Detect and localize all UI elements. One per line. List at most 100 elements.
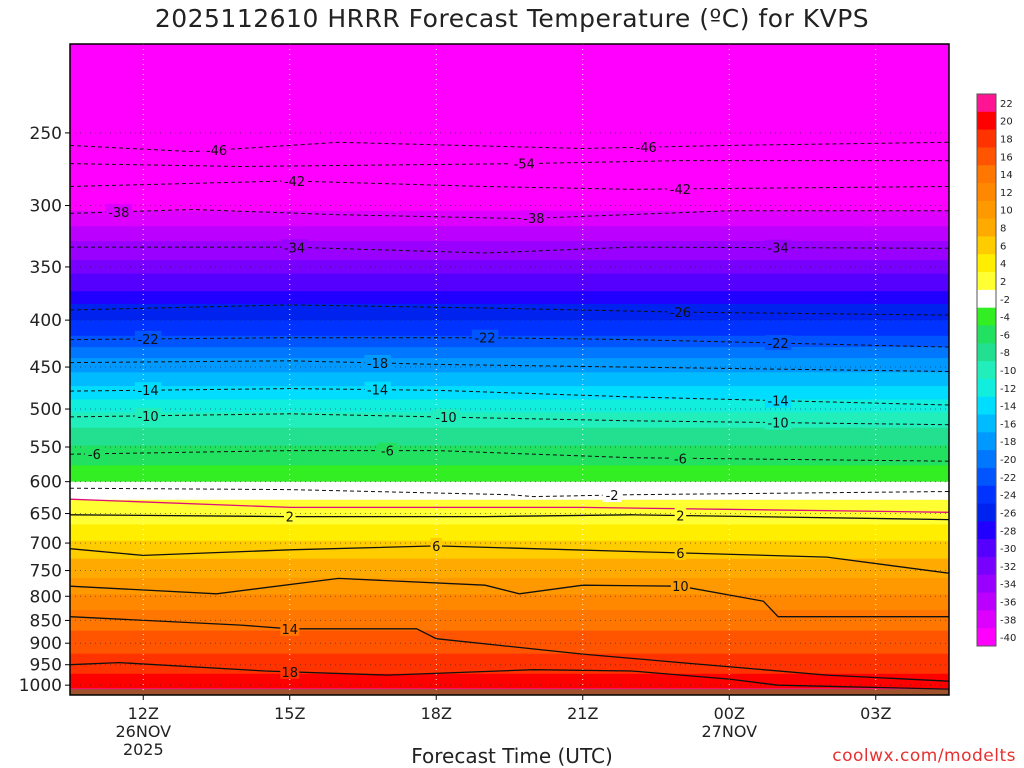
temperature-band	[70, 549, 949, 553]
temperature-band	[70, 494, 949, 498]
temperature-band	[70, 563, 949, 566]
isotherm-line	[70, 487, 949, 498]
colorbar-label: 4	[1000, 259, 1006, 270]
isotherm-label-bg	[364, 355, 391, 370]
isotherm-label-bg	[633, 139, 660, 155]
temperature-band	[70, 89, 949, 97]
temperature-band	[70, 350, 949, 356]
temperature-band	[70, 399, 949, 404]
colorbar-swatch	[977, 574, 996, 593]
y-tick-label: 750	[30, 562, 62, 582]
colorbar-swatch	[977, 236, 996, 255]
temperature-band	[70, 479, 949, 483]
freezing-isotherm-line	[70, 498, 949, 513]
temperature-band	[70, 623, 949, 626]
colorbar-label: -8	[1000, 348, 1010, 359]
colorbar-label: 8	[1000, 224, 1006, 235]
colorbar-label: -28	[1000, 526, 1016, 537]
temperature-band	[70, 368, 949, 373]
temperature-band	[70, 427, 949, 432]
isotherm-label-bg	[134, 330, 162, 346]
temperature-band	[70, 509, 949, 513]
colorbar-swatch	[977, 94, 996, 113]
isotherm-label-bg	[602, 487, 622, 503]
temperature-band	[70, 154, 949, 162]
temperature-band	[70, 462, 949, 466]
temperature-band	[70, 619, 949, 622]
temperature-band	[70, 166, 949, 173]
temperature-band	[70, 74, 949, 83]
colorbar-swatch	[977, 289, 996, 309]
temperature-band	[70, 160, 949, 168]
isotherm-labels: -54-46 -46-42-42-38 -38-34 -34-26-22 -22 -22-…	[84, 139, 792, 681]
colorbar-frame	[976, 93, 997, 647]
isotherm-label: -38	[108, 206, 129, 221]
temperature-band	[70, 502, 949, 506]
temperature-band	[70, 375, 949, 380]
isotherm-label: 6	[676, 547, 684, 562]
colorbar-label: -40	[1000, 633, 1016, 644]
isotherm-label: -22	[767, 337, 788, 352]
temperature-band	[70, 636, 949, 639]
temperature-band	[70, 499, 949, 503]
x-tick-label: 26NOV	[116, 722, 172, 741]
temperature-band	[70, 226, 949, 232]
temperature-band	[70, 286, 949, 292]
colorbar-swatch	[977, 183, 996, 202]
colorbar-swatch	[977, 450, 996, 469]
colorbar-label: 14	[1000, 170, 1013, 181]
temperature-band	[70, 402, 949, 407]
colorbar-label: -36	[1000, 598, 1016, 609]
temperature-band	[70, 442, 949, 447]
temperature-band	[70, 465, 949, 469]
temperature-band	[70, 484, 949, 488]
temperature-band	[70, 312, 949, 317]
temperature-band	[70, 655, 949, 658]
temperature-band	[70, 451, 949, 455]
temperature-band	[70, 686, 949, 689]
temperature-band	[70, 604, 949, 607]
isotherm-label-bg	[764, 239, 792, 255]
temperature-band	[70, 424, 949, 429]
isotherm-label-bg	[134, 407, 162, 423]
temperature-band	[70, 418, 949, 423]
isotherm-label: -38	[523, 212, 544, 227]
temperature-band	[70, 278, 949, 284]
isotherm-label: -10	[137, 410, 158, 425]
y-tick-label: 950	[30, 656, 62, 676]
temperature-band	[70, 492, 949, 496]
colorbar-swatch	[977, 325, 996, 344]
temperature-band	[70, 536, 949, 540]
colorbar-label: 22	[1000, 99, 1013, 110]
temperature-band	[70, 343, 949, 348]
colorbar-label: -30	[1000, 544, 1016, 555]
temperature-band	[70, 670, 949, 673]
isotherm-label: 14	[282, 623, 299, 638]
temperature-band	[70, 328, 949, 333]
isotherm-label: -22	[474, 332, 495, 347]
isotherm-label: -14	[137, 384, 158, 399]
temperature-band	[70, 470, 949, 475]
temperature-band	[70, 596, 949, 599]
temperature-band	[70, 241, 949, 247]
isotherm-label-bg	[670, 578, 690, 594]
temperature-band	[70, 194, 949, 201]
colorbar-label: -32	[1000, 562, 1016, 573]
y-tick-label: 550	[30, 438, 62, 458]
colorbar-label: 18	[1000, 135, 1013, 146]
y-tick-label: 900	[30, 634, 62, 654]
temperature-band	[70, 653, 949, 656]
isotherm-label: -22	[137, 333, 158, 348]
colorbar-label: -20	[1000, 455, 1016, 466]
chart-title: 2025112610 HRRR Forecast Temperature (ºC…	[154, 4, 870, 33]
temperature-band	[70, 347, 949, 352]
temperature-band	[70, 372, 949, 377]
temperature-band	[70, 567, 949, 571]
temperature-band	[70, 436, 949, 441]
isotherm-label-bg	[667, 304, 694, 320]
colorbar-label: -26	[1000, 509, 1016, 520]
temperature-band	[70, 584, 949, 587]
temperature-band	[70, 264, 949, 270]
temperature-band	[70, 379, 949, 384]
credit-link[interactable]: coolwx.com/modelts	[832, 746, 1016, 766]
